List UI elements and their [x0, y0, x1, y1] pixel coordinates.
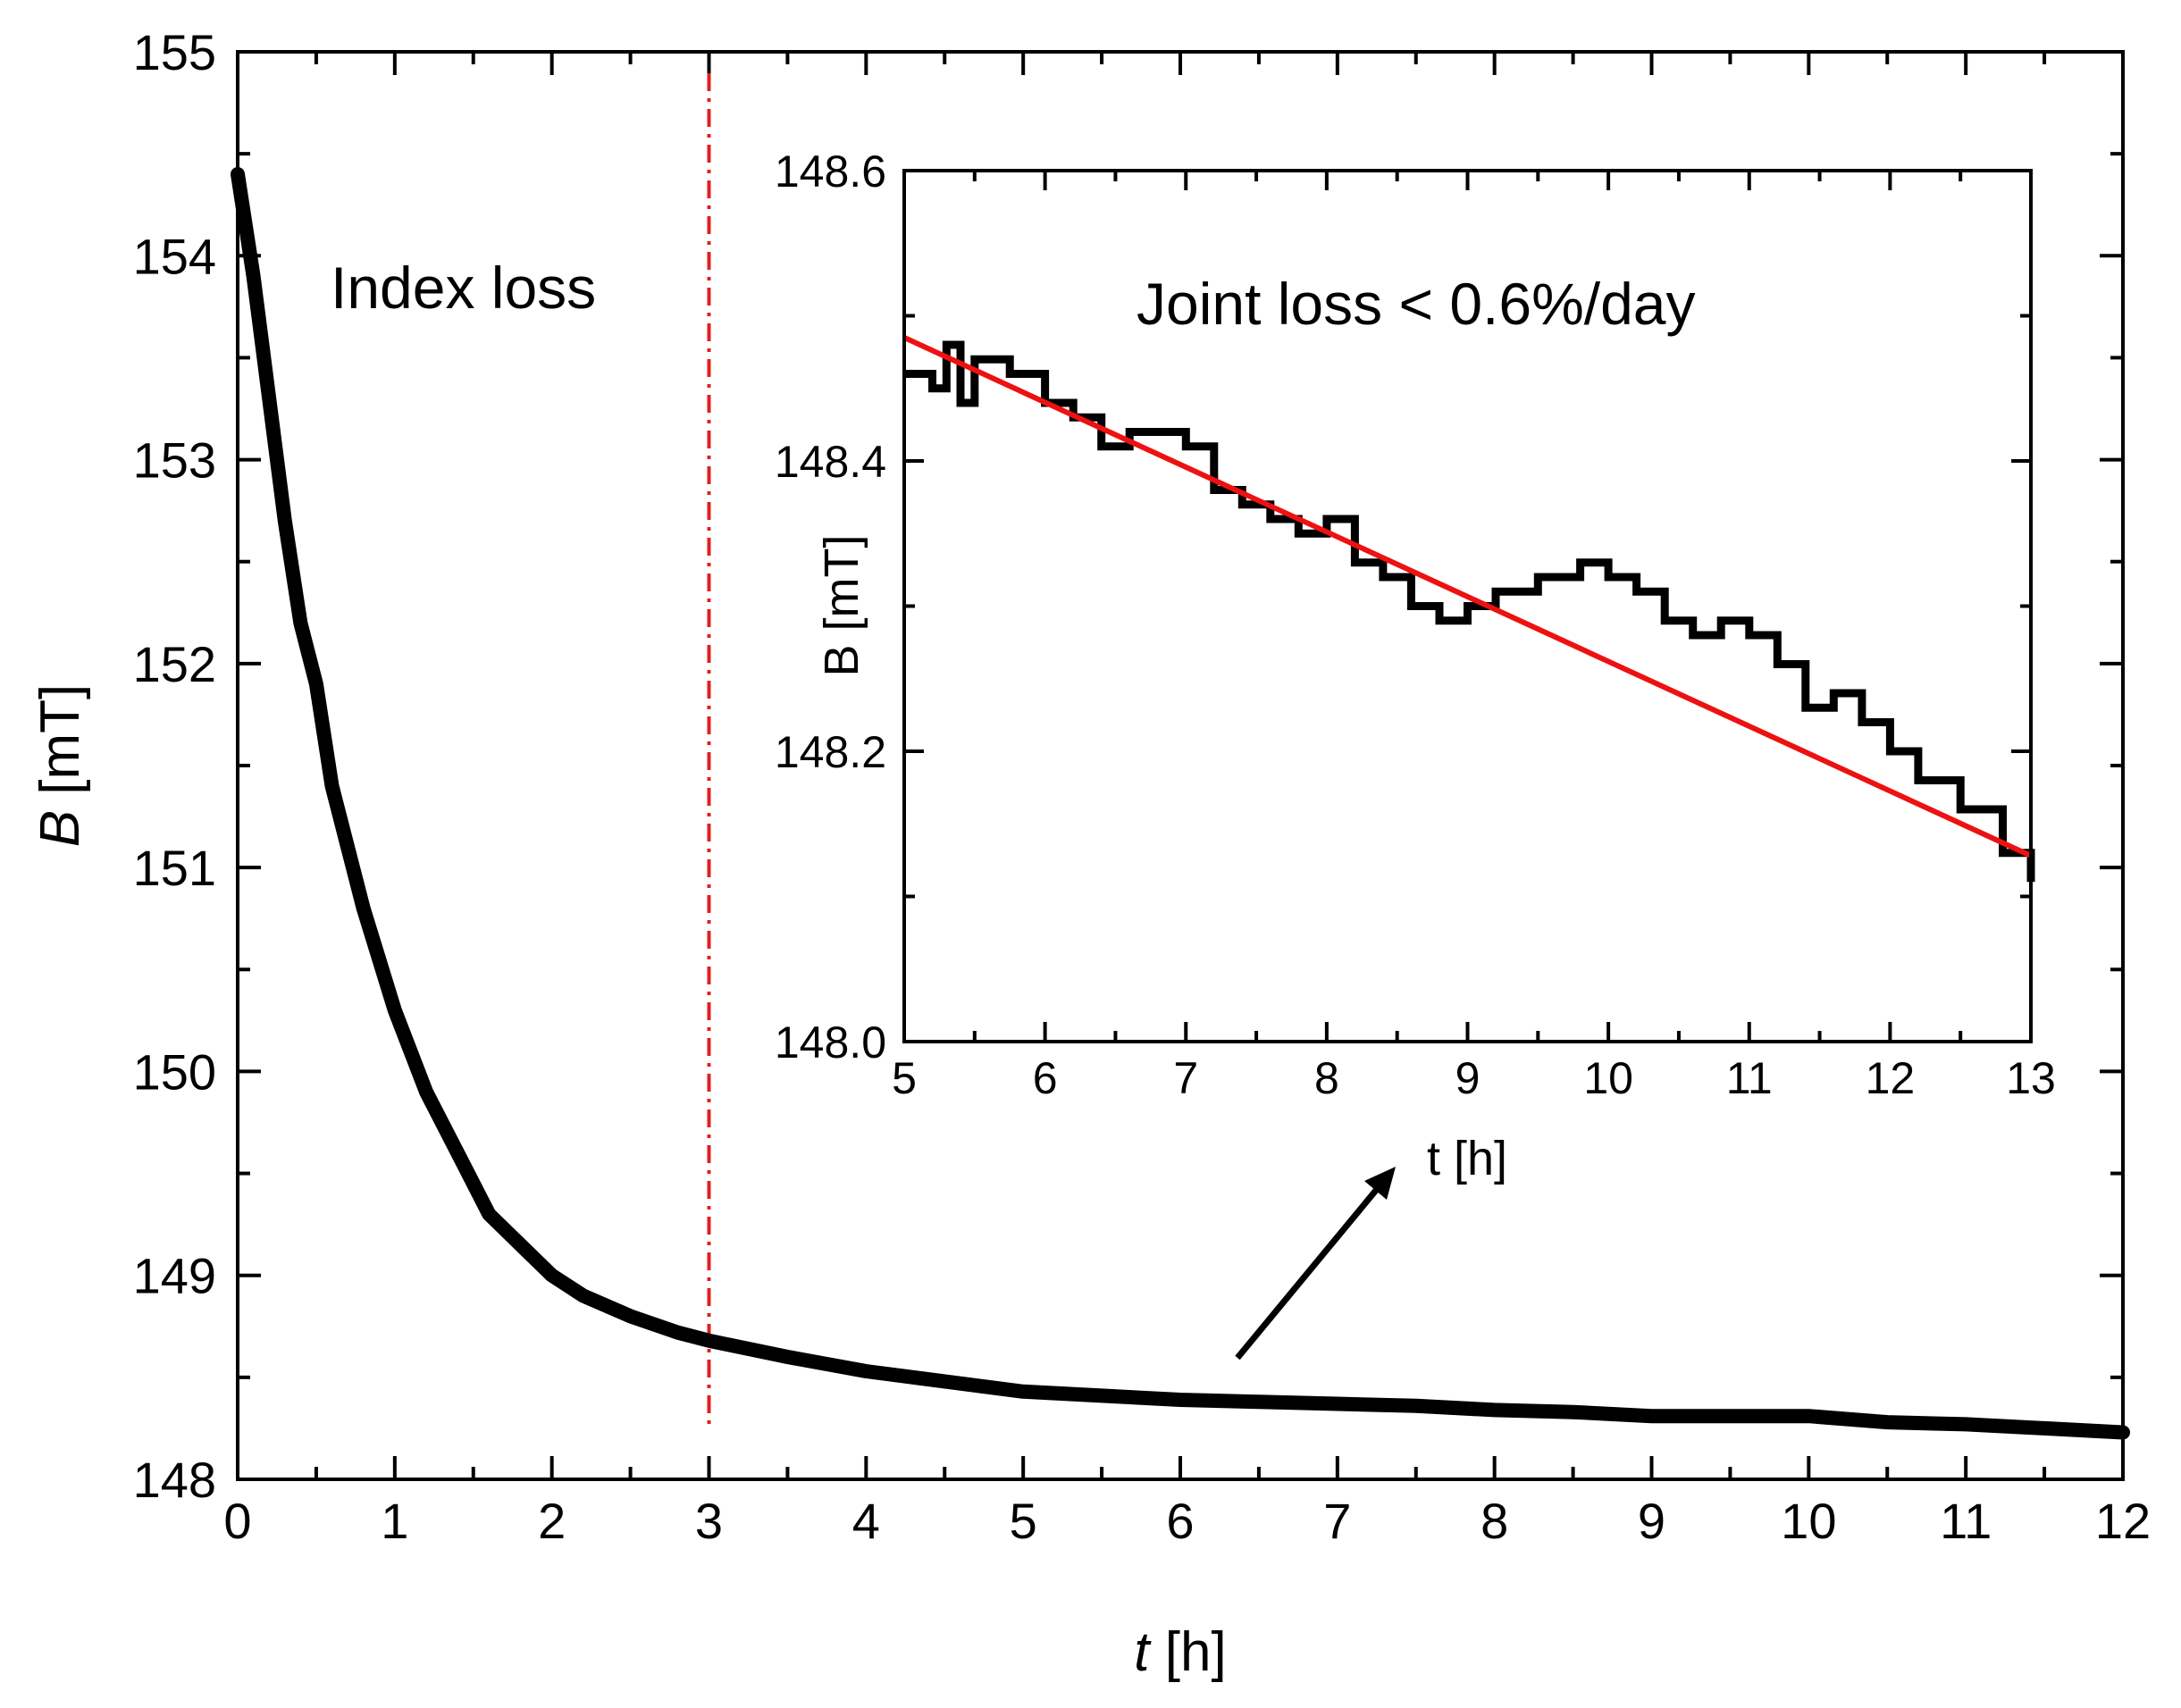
- inset-y-tick-label: 148.6: [775, 147, 886, 197]
- main-y-tick-labels: 148 149 150 151 152 153 154 155: [133, 24, 216, 1508]
- main-y-tick-label: 151: [133, 840, 216, 896]
- main-x-tick-label: 0: [223, 1493, 251, 1549]
- zoom-arrow-head: [1364, 1167, 1396, 1200]
- main-y-tick-label: 152: [133, 636, 216, 692]
- inset-fit-line: [902, 335, 2033, 858]
- main-y-tick-label: 148: [133, 1452, 216, 1508]
- inset-y-axis-unit: [mT]: [815, 534, 868, 644]
- inset-x-axis-title: t [h]: [1427, 1132, 1507, 1185]
- main-x-tick-label: 5: [1010, 1493, 1037, 1549]
- main-x-tick-label: 4: [852, 1493, 880, 1549]
- inset-x-tick-label: 10: [1583, 1053, 1633, 1103]
- main-x-ticks: [236, 52, 2125, 1479]
- main-x-tick-label: 10: [1781, 1493, 1836, 1549]
- main-data-curve: [231, 167, 2130, 1440]
- inset-y-tick-label: 148.2: [775, 727, 886, 777]
- inset-x-axis-var: t: [1427, 1132, 1440, 1185]
- main-x-axis-title: t [h]: [1134, 1621, 1226, 1683]
- main-y-tick-label: 149: [133, 1248, 216, 1304]
- inset-x-tick-label: 7: [1173, 1053, 1198, 1103]
- inset-x-tick-label: 5: [892, 1053, 917, 1103]
- inset-x-tick-label: 8: [1314, 1053, 1339, 1103]
- main-y-tick-label: 154: [133, 228, 216, 284]
- main-plot: 0 1 2 3 4 5 6 7 8 9 10 11 12 14814915015115215315415…: [29, 24, 2151, 1683]
- inset-y-tick-label: 148.4: [775, 437, 886, 487]
- inset-x-tick-label: 11: [1726, 1053, 1773, 1103]
- main-x-tick-label: 7: [1323, 1493, 1351, 1549]
- main-y-tick-label: 153: [133, 432, 216, 489]
- main-y-axis-unit: [mT]: [29, 684, 91, 810]
- main-plot-frame: [236, 50, 2125, 1481]
- main-x-tick-label: 2: [538, 1493, 566, 1549]
- main-x-tick-label: 3: [695, 1493, 723, 1549]
- inset-x-tick-label: 6: [1033, 1053, 1058, 1103]
- main-y-axis-var: B: [29, 810, 91, 847]
- main-x-tick-label: 1: [381, 1493, 408, 1549]
- main-x-tick-label: 8: [1481, 1493, 1508, 1549]
- zoom-arrow-line: [1235, 1185, 1380, 1361]
- main-x-tick-labels: 0 1 2 3 4 5 6 7 8 9 10 11 12: [223, 1493, 2151, 1549]
- main-x-tick-label: 9: [1638, 1493, 1665, 1549]
- main-x-tick-label: 11: [1940, 1493, 1992, 1549]
- inset-plot: 5 6 7 8 9 10 11 12 13 148.0 148.2 148.4 148.6 Joint…: [775, 147, 2056, 1185]
- inset-x-tick-labels: 5 6 7 8 9 10 11 12 13: [892, 1053, 2056, 1103]
- inset-x-tick-label: 13: [2006, 1053, 2056, 1103]
- inset-x-tick-label: 9: [1455, 1053, 1481, 1103]
- inset-y-axis-title: B [mT]: [815, 534, 868, 676]
- main-y-tick-label: 150: [133, 1043, 216, 1100]
- inset-x-tick-label: 12: [1866, 1053, 1916, 1103]
- inset-x-axis-unit: [h]: [1440, 1132, 1507, 1185]
- index-loss-label: Index loss: [331, 255, 596, 321]
- main-y-axis-title: B [mT]: [29, 684, 91, 848]
- main-x-tick-label: 6: [1166, 1493, 1194, 1549]
- inset-y-axis-var: B: [815, 644, 868, 676]
- main-x-axis-unit: [h]: [1150, 1621, 1227, 1683]
- main-x-axis-var: t: [1134, 1621, 1152, 1683]
- inset-y-tick-labels: 148.0 148.2 148.4 148.6: [775, 147, 886, 1068]
- main-y-tick-label: 155: [133, 24, 216, 80]
- inset-plot-frame: [902, 169, 2033, 1043]
- inset-y-tick-label: 148.0: [775, 1017, 886, 1068]
- main-x-tick-label: 12: [2095, 1493, 2151, 1549]
- joint-loss-label: Joint loss < 0.6%/day: [1137, 271, 1696, 337]
